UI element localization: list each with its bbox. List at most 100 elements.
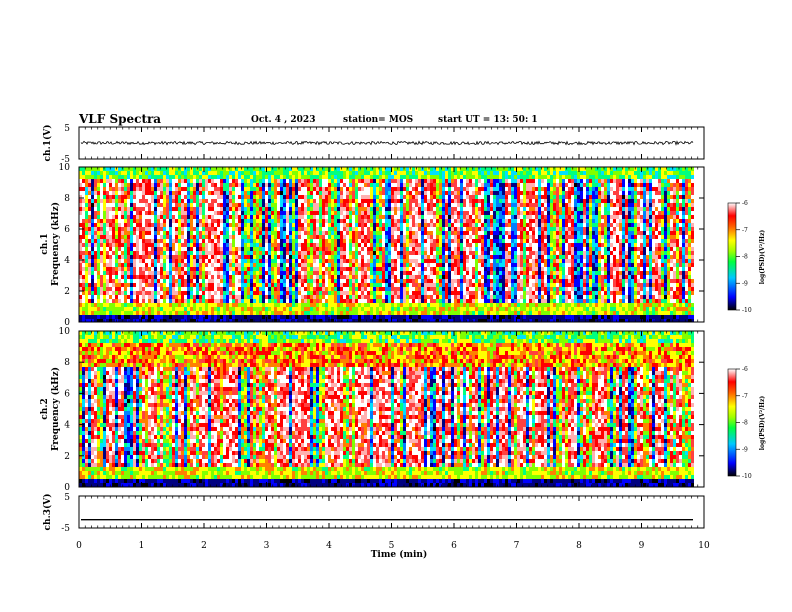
spectrogram-cell — [352, 183, 355, 187]
spectrogram-cell — [97, 175, 100, 179]
spectrogram-cell — [370, 215, 373, 219]
spectrogram-cell — [343, 207, 346, 211]
spectrogram-cell — [370, 231, 373, 235]
spectrogram-cell — [373, 255, 376, 259]
spectrogram-cell — [190, 287, 193, 291]
spectrogram-cell — [103, 307, 106, 311]
spectrogram-cell — [208, 243, 211, 247]
spectrogram-cell — [382, 279, 385, 283]
spectrogram-cell — [181, 223, 184, 227]
spectrogram-cell — [259, 271, 262, 275]
spectrogram-cell — [352, 295, 355, 299]
spectrogram-cell — [337, 299, 340, 303]
spectrogram-cell — [121, 187, 124, 191]
spectrogram-cell — [313, 243, 316, 247]
spectrogram-cell — [241, 199, 244, 203]
spectrogram-cell — [346, 247, 349, 251]
spectrogram-cell — [214, 199, 217, 203]
spectrogram-cell — [358, 263, 361, 267]
spectrogram-cell — [238, 235, 241, 239]
spectrogram-cell — [82, 243, 85, 247]
spectrogram-cell — [370, 227, 373, 231]
spectrogram-cell — [148, 187, 151, 191]
spectrogram-cell — [337, 311, 340, 315]
spectrogram-cell — [175, 263, 178, 267]
spectrogram-cell — [244, 315, 247, 319]
spectrogram-cell — [118, 319, 121, 322]
spectrogram-cell — [82, 215, 85, 219]
spectrogram-cell — [319, 267, 322, 271]
spectrogram-cell — [139, 247, 142, 251]
spectrogram-cell — [106, 279, 109, 283]
spectrogram-cell — [304, 195, 307, 199]
spectrogram-cell — [343, 315, 346, 319]
spectrogram-cell — [130, 243, 133, 247]
spectrogram-cell — [232, 315, 235, 319]
spectrogram-cell — [238, 295, 241, 299]
spectrogram-cell — [421, 171, 424, 175]
spectrogram-cell — [313, 287, 316, 291]
spectrogram-cell — [400, 251, 403, 255]
spectrogram-cell — [283, 287, 286, 291]
spectrogram-cell — [154, 183, 157, 187]
spectrogram-cell — [145, 239, 148, 243]
spectrogram-cell — [412, 259, 415, 263]
spectrogram-cell — [268, 223, 271, 227]
spectrogram-cell — [229, 259, 232, 263]
spectrogram-cell — [175, 235, 178, 239]
spectrogram-cell — [274, 311, 277, 315]
spectrogram-cell — [217, 315, 220, 319]
spectrogram-cell — [145, 167, 148, 171]
spectrogram-cell — [175, 207, 178, 211]
spectrogram-cell — [187, 167, 190, 171]
spectrogram-cell — [199, 187, 202, 191]
spectrogram-cell — [151, 211, 154, 215]
spectrogram-cell — [367, 319, 370, 322]
spectrogram-cell — [169, 311, 172, 315]
spectrogram-cell — [241, 263, 244, 267]
spectrogram-cell — [79, 315, 82, 319]
spectrogram-cell — [376, 179, 379, 183]
spectrogram-cell — [142, 247, 145, 251]
spectrogram-cell — [103, 311, 106, 315]
spectrogram-cell — [169, 243, 172, 247]
spectrogram-cell — [349, 295, 352, 299]
spectrogram-cell — [79, 275, 82, 279]
spectrogram-cell — [280, 187, 283, 191]
spectrogram-cell — [82, 183, 85, 187]
spectrogram-cell — [211, 307, 214, 311]
spectrogram-cell — [418, 271, 421, 275]
spectrogram-cell — [340, 191, 343, 195]
spectrogram-cell — [418, 187, 421, 191]
spectrogram-cell — [394, 315, 397, 319]
spectrogram-cell — [346, 195, 349, 199]
spectrogram-cell — [349, 211, 352, 215]
spectrogram-cell — [382, 307, 385, 311]
spectrogram-cell — [274, 259, 277, 263]
spectrogram-cell — [235, 303, 238, 307]
spectrogram-cell — [103, 219, 106, 223]
spectrogram-cell — [418, 267, 421, 271]
spectrogram-cell — [346, 263, 349, 267]
spectrogram-cell — [394, 291, 397, 295]
spectrogram-cell — [343, 203, 346, 207]
spectrogram-cell — [292, 211, 295, 215]
spectrogram-cell — [331, 251, 334, 255]
spectrogram-cell — [256, 255, 259, 259]
spectrogram-cell — [106, 311, 109, 315]
spectrogram-cell — [262, 211, 265, 215]
spectrogram-cell — [100, 267, 103, 271]
spectrogram-cell — [457, 271, 460, 275]
spectrogram-cell — [451, 179, 454, 183]
spectrogram-cell — [394, 187, 397, 191]
spectrogram-cell — [274, 219, 277, 223]
spectrogram-cell — [235, 295, 238, 299]
spectrogram-cell — [403, 167, 406, 171]
spectrogram-cell — [178, 175, 181, 179]
spectrogram-cell — [250, 203, 253, 207]
spectrogram-cell — [292, 187, 295, 191]
spectrogram-cell — [175, 299, 178, 303]
spectrogram-cell — [388, 263, 391, 267]
spectrogram-cell — [451, 303, 454, 307]
spectrogram-cell — [139, 175, 142, 179]
